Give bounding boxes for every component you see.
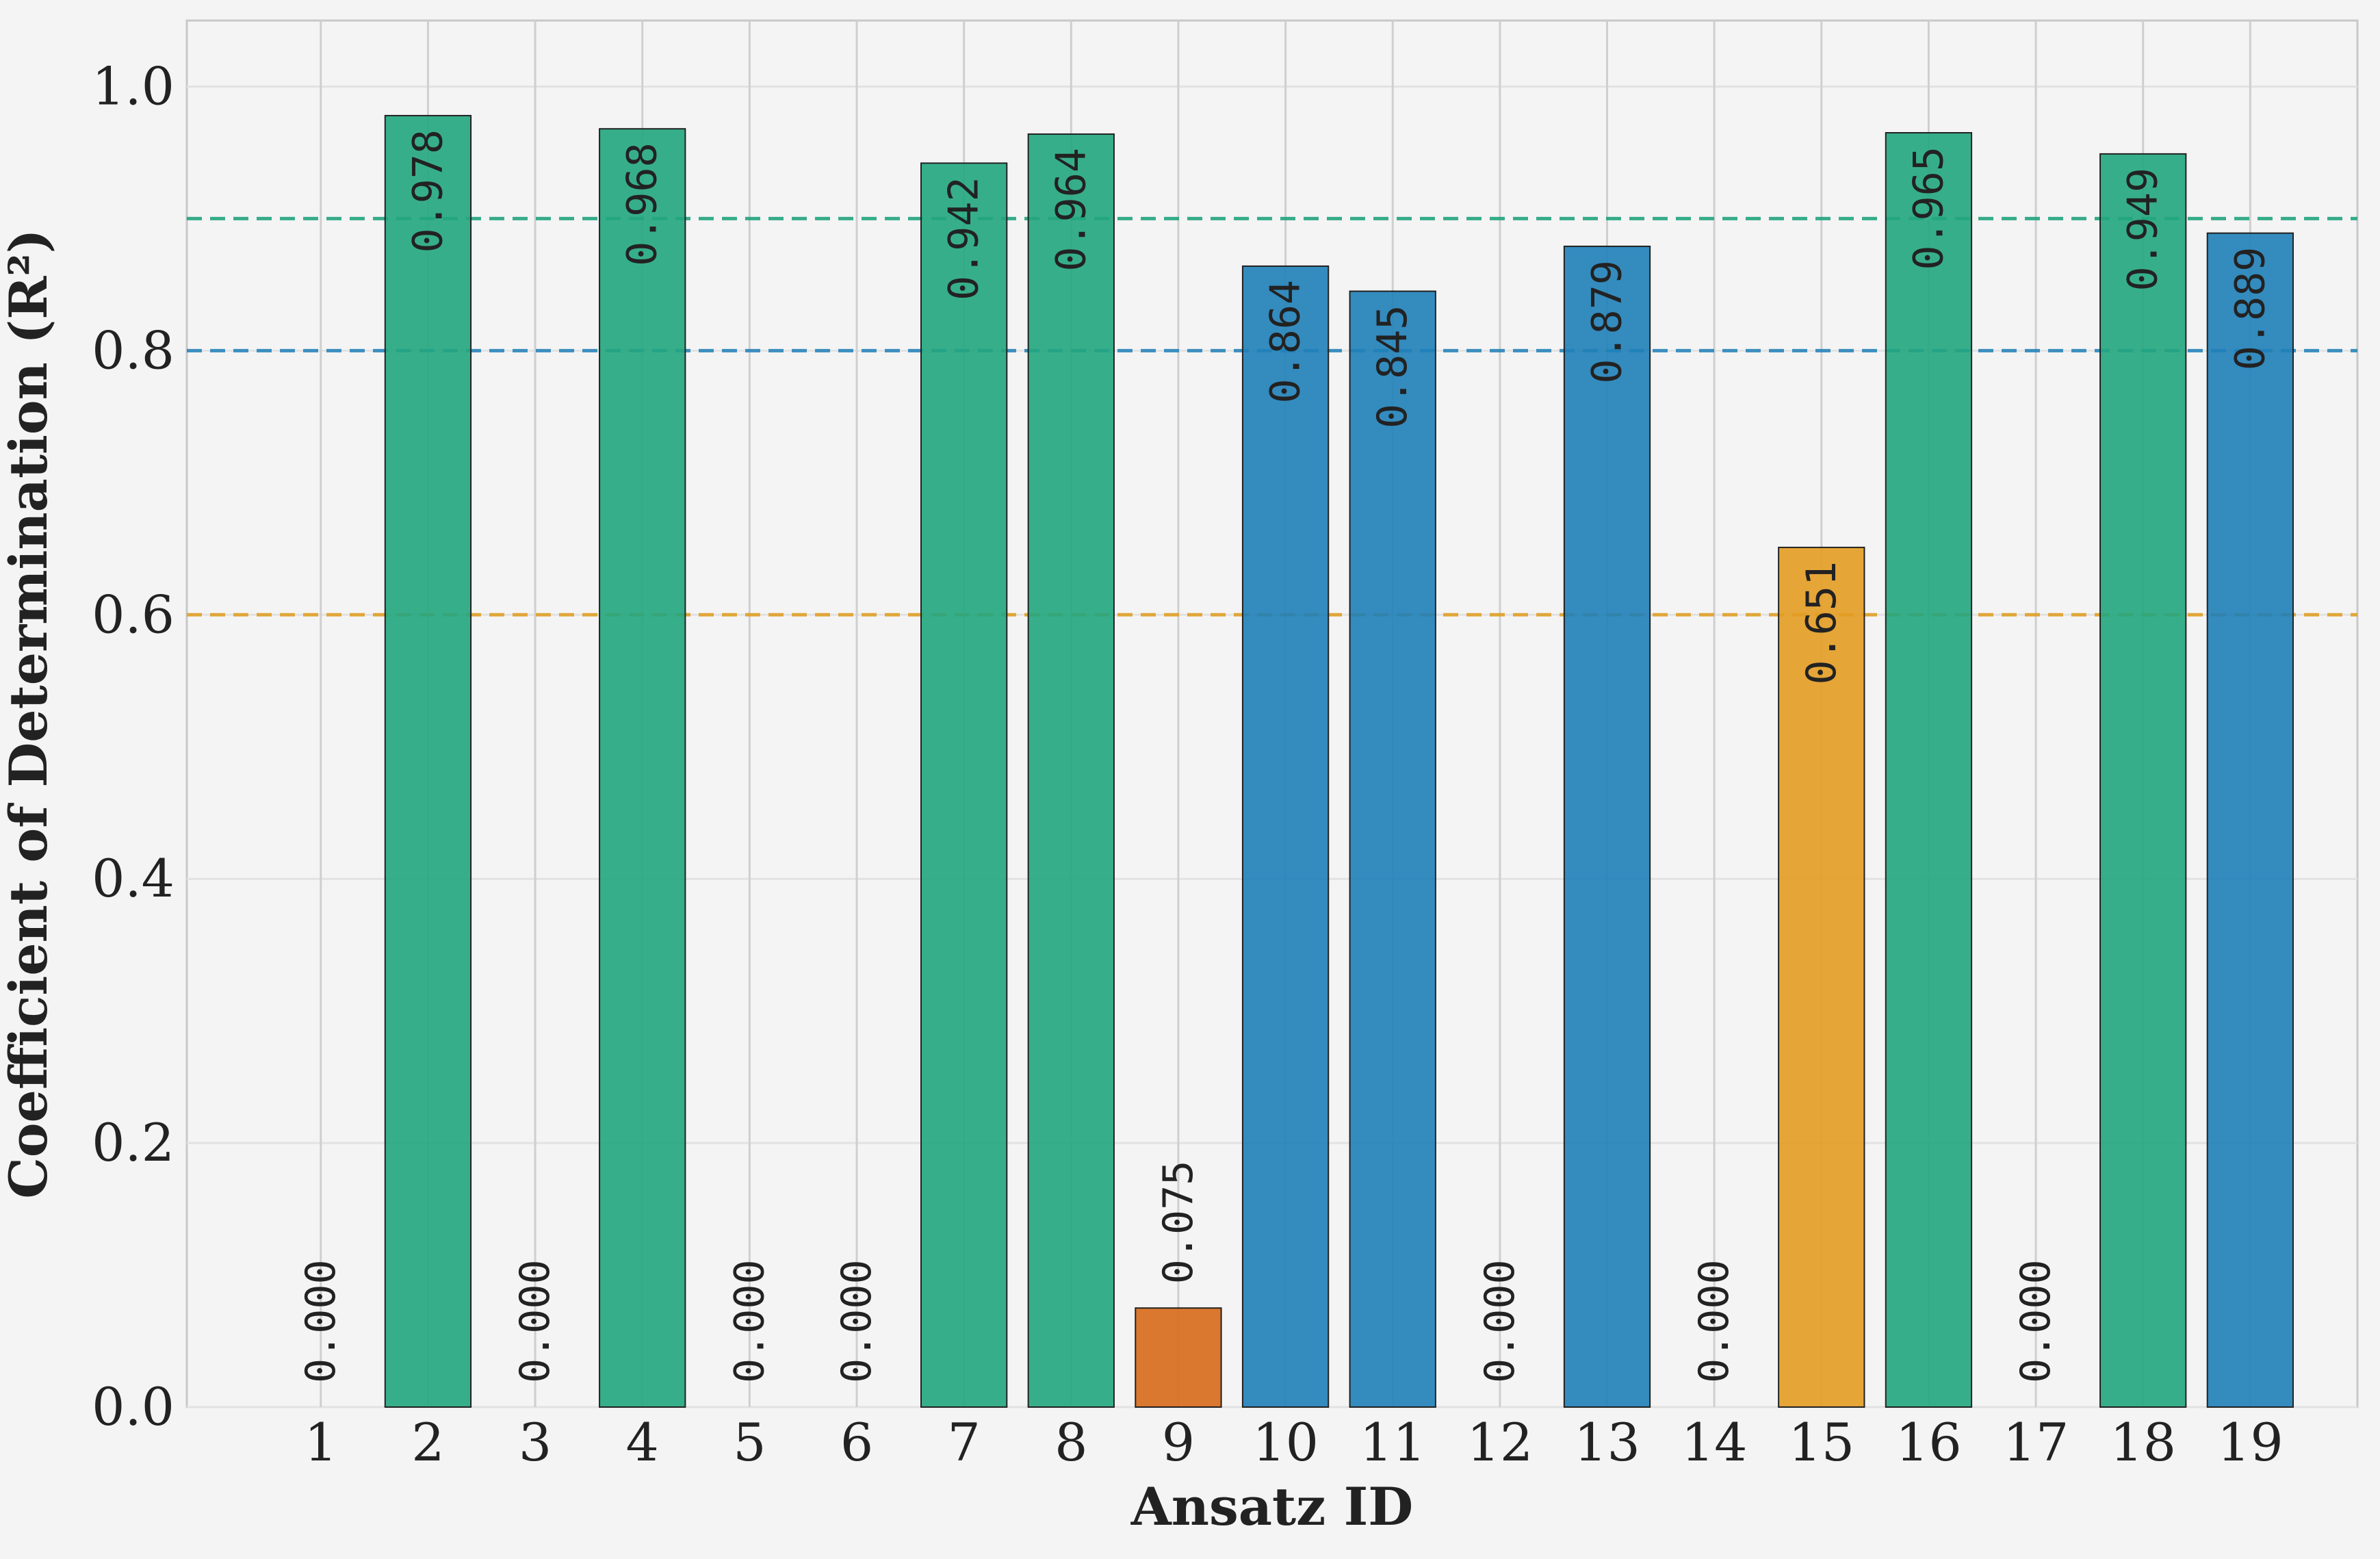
x-tick-label: 19 bbox=[2217, 1412, 2284, 1473]
y-tick-labels: 0.0 0.2 0.4 0.6 0.8 1.0 bbox=[92, 55, 174, 1437]
y-axis-title: Coefficient of Determination (R²) bbox=[0, 229, 59, 1198]
bar-value-label: 0.000 bbox=[297, 1259, 345, 1383]
bar-value-label: 0.968 bbox=[619, 142, 667, 266]
x-tick-label: 11 bbox=[1360, 1412, 1426, 1473]
y-tick-label: 0.4 bbox=[92, 848, 174, 909]
x-tick-label: 9 bbox=[1162, 1412, 1195, 1473]
x-tick-label: 1 bbox=[305, 1412, 337, 1473]
bar-value-label: 0.000 bbox=[1690, 1259, 1738, 1383]
bar bbox=[1778, 546, 1865, 1408]
x-tick-label: 12 bbox=[1467, 1412, 1534, 1473]
x-tick-label: 13 bbox=[1574, 1412, 1640, 1473]
x-tick-label: 17 bbox=[2003, 1412, 2069, 1473]
x-axis-title: Ansatz ID bbox=[1130, 1476, 1413, 1537]
bar bbox=[920, 162, 1008, 1408]
bar bbox=[2099, 153, 2187, 1408]
y-tick-label: 0.6 bbox=[92, 584, 174, 645]
x-tick-label: 8 bbox=[1055, 1412, 1087, 1473]
bar-value-label: 0.965 bbox=[1904, 146, 1952, 270]
bar bbox=[1563, 245, 1651, 1408]
bar-value-label: 0.949 bbox=[2119, 168, 2167, 292]
x-tick-label: 7 bbox=[947, 1412, 980, 1473]
bar bbox=[599, 128, 686, 1408]
x-tick-label: 4 bbox=[626, 1412, 659, 1473]
bar-value-label: 0.964 bbox=[1047, 148, 1095, 272]
bar bbox=[1135, 1307, 1222, 1408]
bar-value-label: 0.000 bbox=[511, 1259, 559, 1383]
y-tick-label: 0.0 bbox=[92, 1376, 174, 1437]
bar-value-label: 0.000 bbox=[833, 1259, 881, 1383]
bar-value-label: 0.075 bbox=[1154, 1161, 1202, 1285]
bar bbox=[384, 114, 472, 1408]
x-tick-label: 3 bbox=[519, 1412, 552, 1473]
x-tick-label: 2 bbox=[411, 1412, 444, 1473]
x-tick-labels: 1 2 3 4 5 6 7 8 9 10 11 12 13 14 15 16 17 18 19 bbox=[305, 1412, 2284, 1473]
x-tick-label: 6 bbox=[840, 1412, 873, 1473]
bar-value-label: 0.879 bbox=[1583, 260, 1631, 384]
bar-value-label: 0.864 bbox=[1262, 280, 1310, 404]
x-tick-label: 16 bbox=[1896, 1412, 1962, 1473]
bar-value-label: 0.000 bbox=[725, 1259, 773, 1383]
x-tick-label: 5 bbox=[733, 1412, 766, 1473]
bar-value-label: 0.000 bbox=[2012, 1259, 2060, 1383]
bar-value-label: 0.000 bbox=[1476, 1259, 1524, 1383]
bar-value-label: 0.942 bbox=[940, 177, 988, 300]
bar bbox=[1885, 132, 1973, 1408]
bar-value-label: 0.978 bbox=[404, 129, 452, 253]
bar bbox=[1027, 133, 1115, 1408]
y-tick-label: 0.8 bbox=[92, 320, 174, 381]
bar-value-label: 0.845 bbox=[1369, 305, 1417, 429]
bar-value-label: 0.889 bbox=[2226, 247, 2274, 371]
x-tick-label: 18 bbox=[2110, 1412, 2176, 1473]
x-tick-label: 10 bbox=[1252, 1412, 1319, 1473]
bar-value-label: 0.651 bbox=[1798, 561, 1846, 685]
bars: 0.000 0.978 0.000 0.968 0.000 0.000 0.942 0.964… bbox=[297, 114, 2294, 1408]
bar bbox=[1241, 265, 1330, 1408]
y-tick-label: 1.0 bbox=[92, 55, 174, 116]
x-tick-label: 14 bbox=[1681, 1412, 1748, 1473]
bar bbox=[1349, 290, 1436, 1408]
bar bbox=[2206, 232, 2294, 1408]
y-tick-label: 0.2 bbox=[92, 1112, 174, 1173]
x-tick-label: 15 bbox=[1788, 1412, 1854, 1473]
